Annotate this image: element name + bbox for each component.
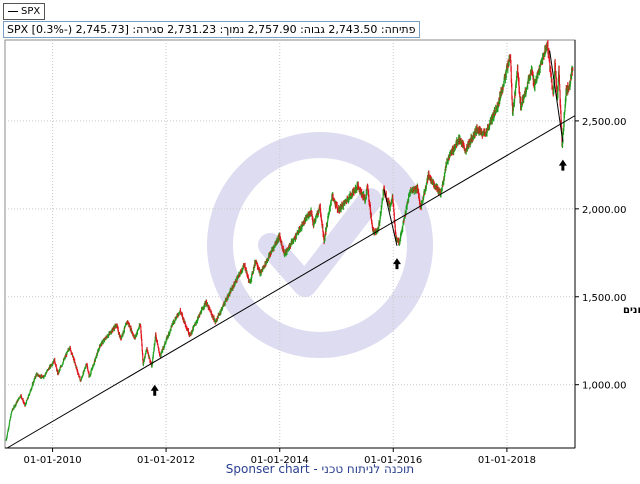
x-tick-label-0: 01-01-2010 [24, 455, 82, 466]
x-tick-label-4: 01-01-2018 [478, 455, 536, 466]
candles [5, 39, 574, 442]
y-tick-label-3: 2,500.00 [582, 117, 627, 128]
watermark-ring [207, 132, 433, 358]
arrow-up-icon-1 [392, 258, 401, 270]
legend-label: SPX [21, 6, 41, 17]
y-tick-label-2: 2,000.00 [582, 205, 627, 216]
arrows [150, 159, 567, 396]
legend-line-icon [8, 11, 18, 12]
ohlc-text: SPX [0.3%-) 2,745.73] :פתיחה: 2,743.50 ג… [7, 23, 416, 36]
y-tick-label-1: 1,500.00 [582, 293, 627, 304]
axes: 1,000.00 1,500.00 2,000.00 2,500.00 01-01-20… [5, 40, 627, 466]
ohlc-info-box: SPX [0.3%-) 2,745.73] :פתיחה: 2,743.50 ג… [3, 21, 420, 38]
trendline-layer [6, 50, 576, 449]
y-tick-label-0: 1,000.00 [582, 381, 627, 392]
arrow-up-icon-0 [150, 384, 159, 396]
connector-2018 [549, 50, 564, 143]
arrow-up-icon-2 [558, 159, 567, 171]
x-tick-label-1: 01-01-2012 [137, 455, 195, 466]
footer-credit: Sponser chart - תוכנה לניתוח טכני [225, 462, 415, 476]
trendline [6, 115, 576, 449]
annotation-text: המדד נתמך על קו מגמה עולה כאשר בדרך היו … [623, 305, 640, 316]
watermark-check [258, 188, 382, 297]
x-tick-label-2: 01-01-2014 [251, 455, 309, 466]
x-tick-label-3: 01-01-2016 [364, 455, 422, 466]
watermark-logo [207, 132, 433, 358]
legend: SPX [3, 3, 46, 20]
connector-2016 [383, 189, 398, 246]
